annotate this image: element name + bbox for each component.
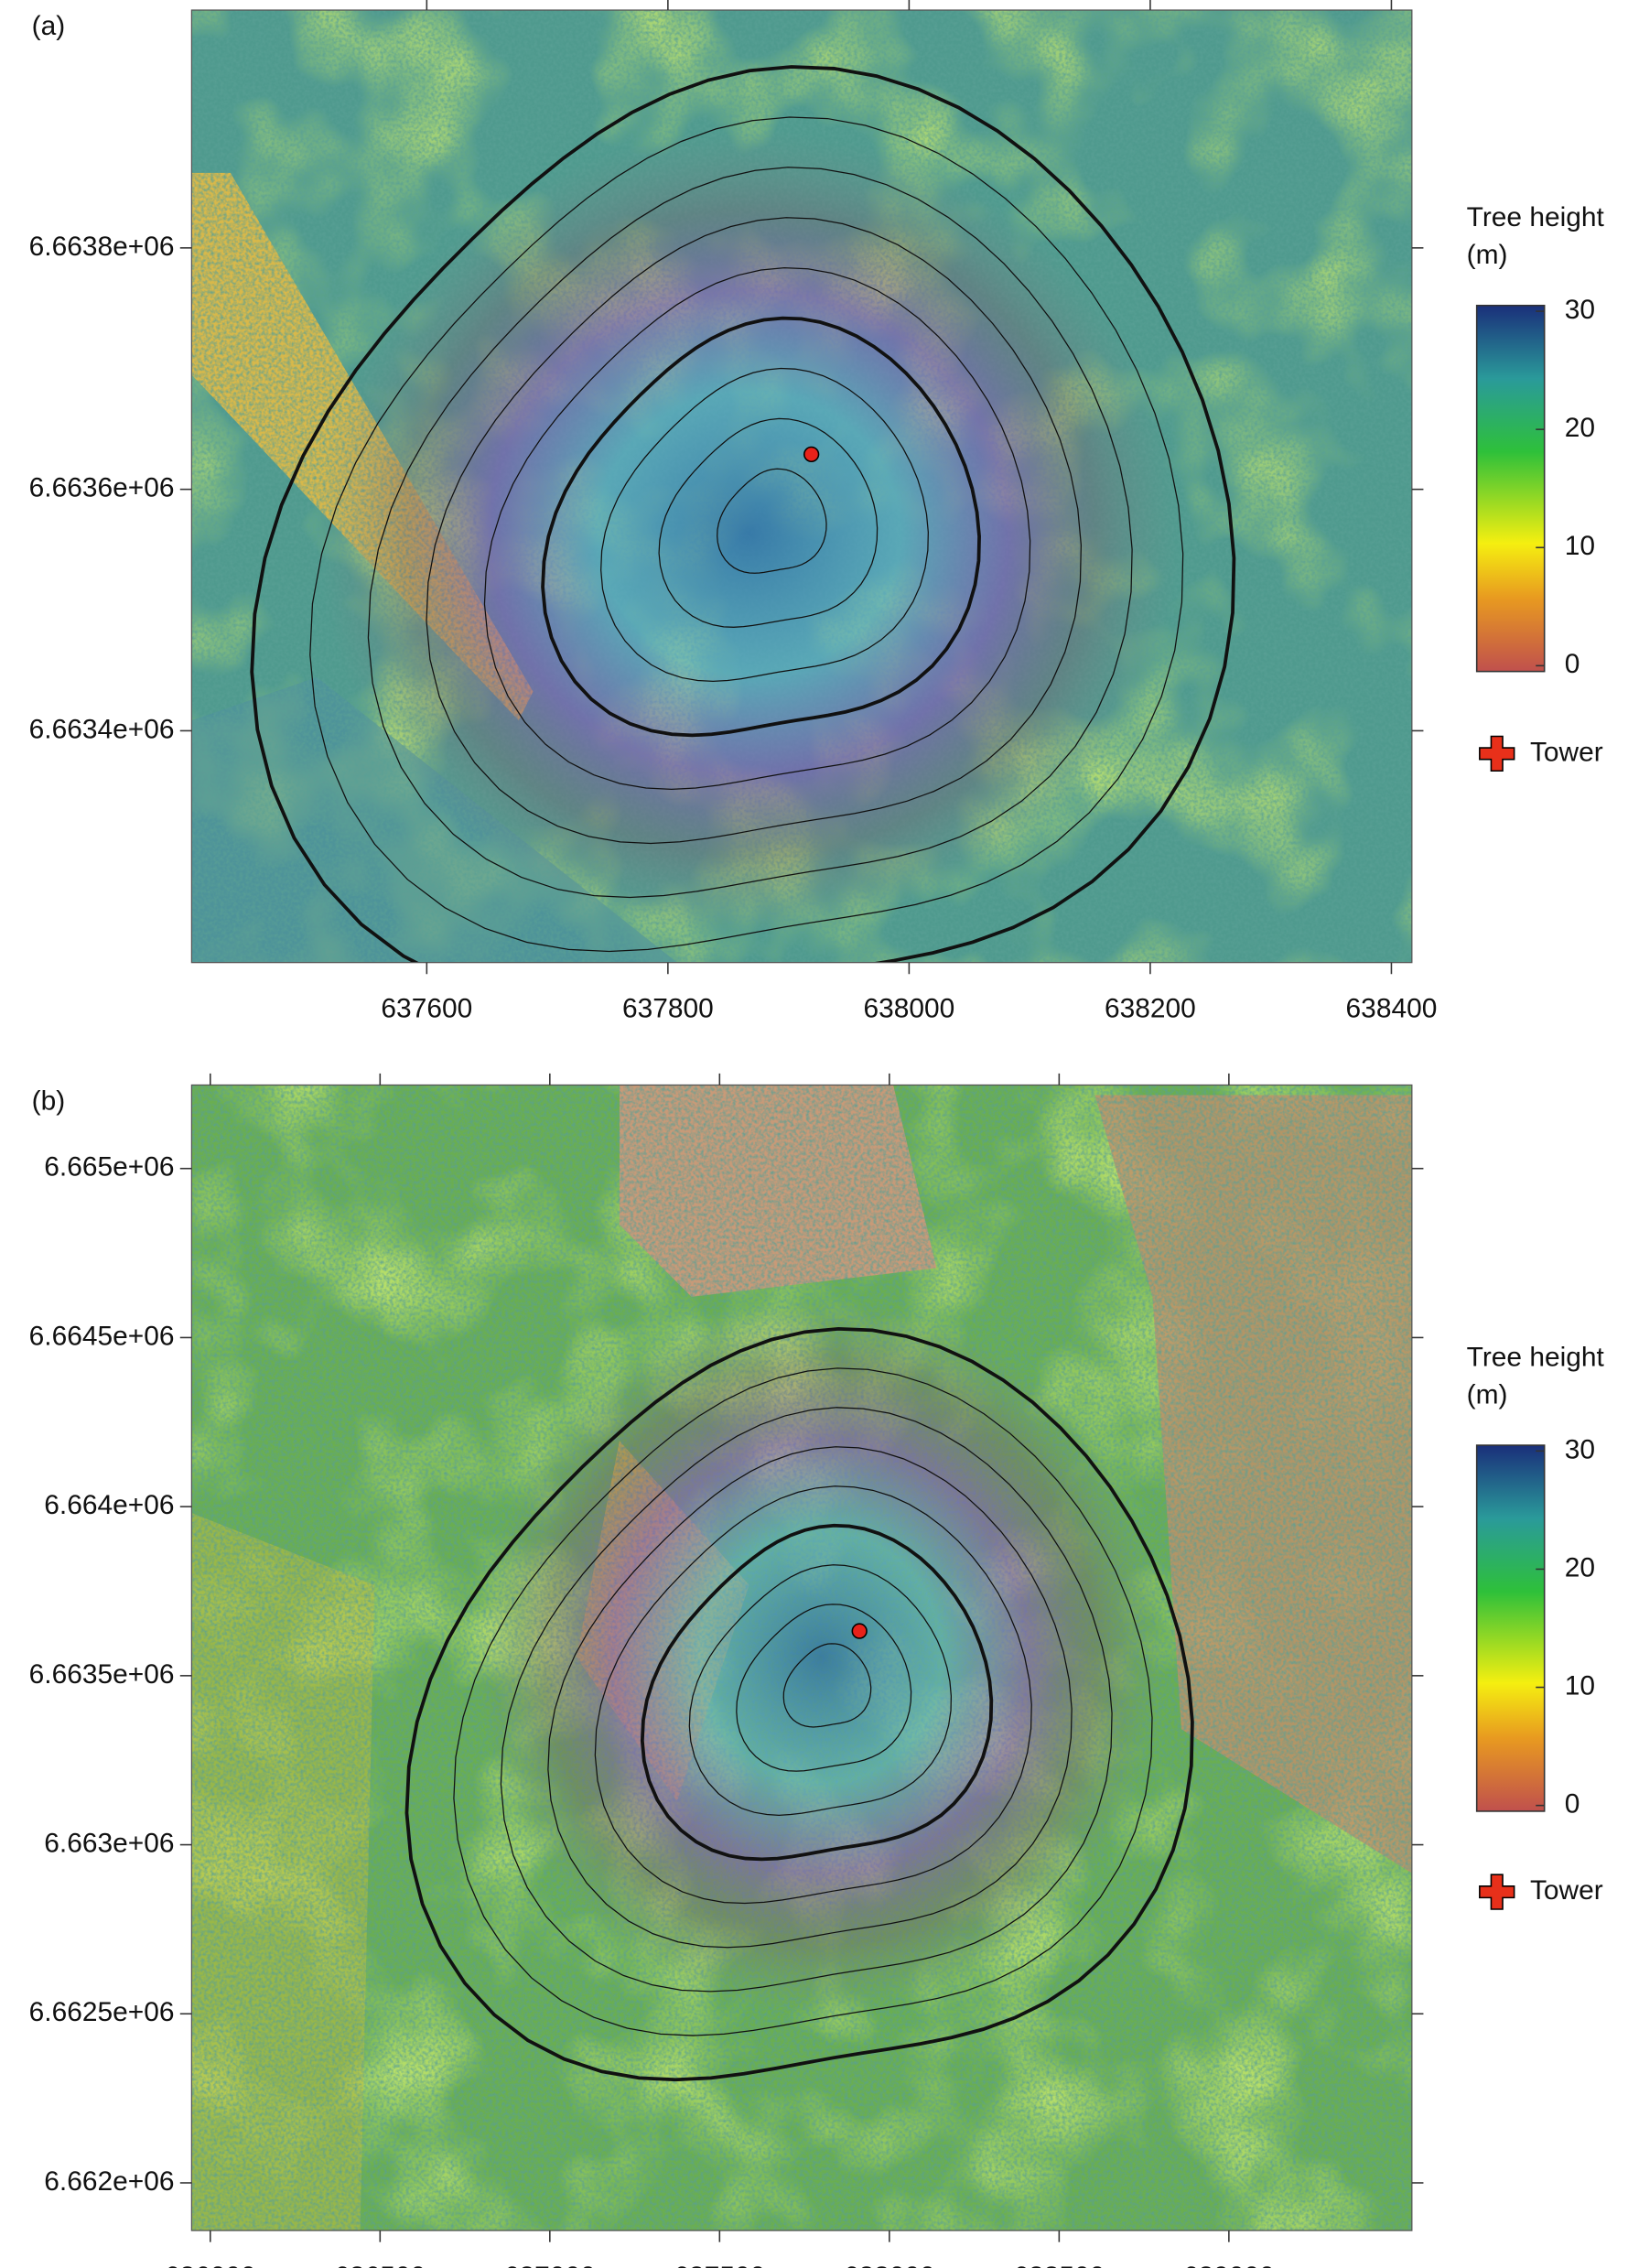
contour: [500, 1407, 1113, 1993]
x-tick-label: 636000: [165, 2262, 256, 2268]
y-tick-label: 6.6635e+06: [29, 1659, 175, 1690]
colorbar-tick-label: 0: [1565, 1789, 1580, 1820]
y-tick-label: 6.6634e+06: [29, 714, 175, 744]
colorbar-tick-label: 0: [1565, 649, 1580, 679]
footprint-contours: [404, 1326, 1194, 2082]
panel-label: (a): [32, 11, 66, 41]
x-tick-label: 638000: [863, 994, 954, 1024]
contour: [547, 1446, 1073, 1949]
colorbar: [1475, 304, 1546, 673]
colorbar-tick-label: 30: [1565, 1434, 1595, 1464]
colorbar-tick-label: 30: [1565, 295, 1595, 325]
colorbar-title: (m): [1467, 1379, 1508, 1409]
x-tick-label: 637000: [504, 2262, 596, 2268]
contour: [600, 367, 929, 682]
x-tick-label: 638000: [844, 2262, 935, 2268]
contour: [453, 1367, 1153, 2036]
legend-marker: [1479, 735, 1515, 772]
y-tick-label: 6.6645e+06: [29, 1321, 175, 1351]
y-tick-label: 6.6625e+06: [29, 1997, 175, 2027]
contour: [640, 1523, 994, 1862]
y-tick-label: 6.663e+06: [44, 1828, 174, 1858]
x-tick-label: 638200: [1105, 994, 1196, 1024]
contour: [658, 417, 879, 628]
x-tick-label: 638500: [1013, 2262, 1105, 2268]
contour: [541, 316, 981, 738]
y-tick-label: 6.6638e+06: [29, 232, 175, 262]
x-tick-label: 637800: [622, 994, 714, 1024]
map-image: [191, 10, 1412, 963]
colorbar-title: Tree height: [1467, 202, 1605, 232]
panel-label: (b): [32, 1085, 66, 1116]
x-tick-label: 639000: [1183, 2262, 1275, 2268]
tower-marker: [803, 446, 820, 463]
contour: [782, 1643, 872, 1728]
x-tick-label: 638400: [1346, 994, 1438, 1024]
x-tick-label: 637600: [381, 994, 472, 1024]
legend-marker: [1479, 1874, 1515, 1910]
colorbar-tick-label: 10: [1565, 1670, 1595, 1701]
legend-label: Tower: [1530, 737, 1603, 767]
tower-marker: [851, 1623, 868, 1639]
contour: [367, 167, 1133, 899]
colorbar: [1475, 1444, 1546, 1812]
contour: [594, 1485, 1032, 1905]
y-tick-label: 6.6636e+06: [29, 473, 175, 503]
colorbar-tick-label: 20: [1565, 413, 1595, 443]
y-tick-label: 6.662e+06: [44, 2166, 174, 2197]
contour: [717, 468, 827, 574]
map-image: [191, 1085, 1412, 2231]
y-tick-label: 6.664e+06: [44, 1490, 174, 1520]
plot-frame: [190, 9, 1413, 964]
colorbar-tick-label: 10: [1565, 531, 1595, 561]
contour: [688, 1564, 953, 1816]
y-tick-label: 6.665e+06: [44, 1152, 174, 1183]
colorbar-title: (m): [1467, 240, 1508, 270]
plot-frame: [190, 1084, 1413, 2231]
contour: [483, 267, 1031, 791]
contour: [736, 1604, 912, 1772]
x-tick-label: 636500: [334, 2262, 426, 2268]
colorbar-title: Tree height: [1467, 1343, 1605, 1373]
x-tick-label: 637500: [674, 2262, 765, 2268]
colorbar-tick-label: 20: [1565, 1552, 1595, 1582]
contour: [250, 65, 1236, 963]
footprint-contours: [250, 65, 1236, 963]
contour: [404, 1326, 1194, 2082]
contour: [309, 116, 1184, 953]
contour: [426, 217, 1083, 845]
legend-label: Tower: [1530, 1875, 1603, 1906]
